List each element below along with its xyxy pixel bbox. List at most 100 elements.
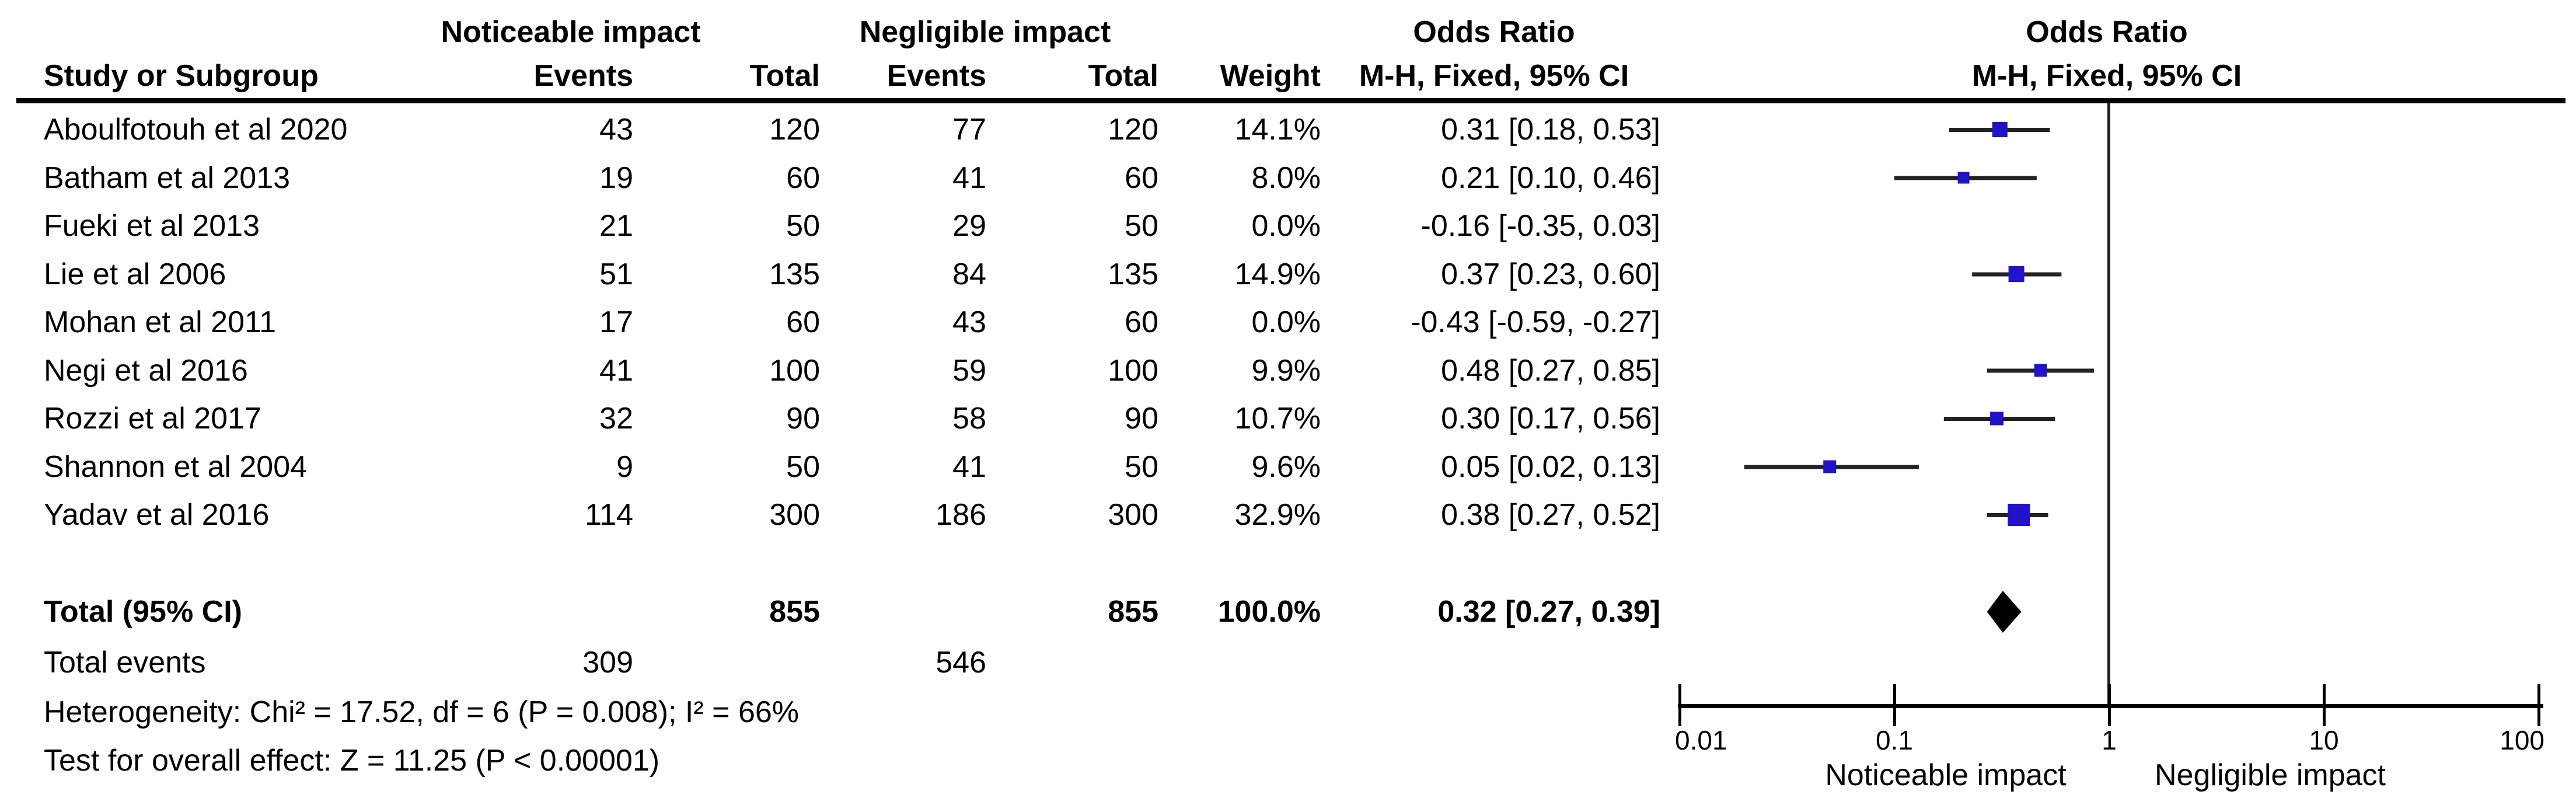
study-marker xyxy=(1823,460,1837,473)
total-row-or-ci: 0.32 [0.27, 0.39] xyxy=(1437,595,1660,629)
or-ci-cell: 0.05 [0.02, 0.13] xyxy=(1441,449,1660,484)
axis-tick-label: 0.01 xyxy=(1675,725,1727,755)
total2-cell: 50 xyxy=(1125,209,1158,243)
total1-column-header: Total xyxy=(749,59,820,93)
axis-tick xyxy=(2537,684,2540,726)
events2-cell: 41 xyxy=(952,161,986,195)
events1-cell: 41 xyxy=(599,353,633,388)
total2-cell: 135 xyxy=(1108,257,1158,291)
events2-cell: 84 xyxy=(952,257,986,291)
total1-cell: 90 xyxy=(786,402,820,435)
study-name: Mohan et al 2011 xyxy=(44,305,276,339)
no-effect-line xyxy=(2107,103,2110,706)
or-ci-cell: 0.30 [0.17, 0.56] xyxy=(1441,402,1660,435)
or-column-title: Odds Ratio xyxy=(1413,15,1575,49)
axis-tick-label: 0.1 xyxy=(1876,725,1913,755)
events1-column-header: Events xyxy=(533,59,633,93)
total2-cell: 60 xyxy=(1125,161,1158,195)
events1-cell: 114 xyxy=(585,498,633,532)
events2-cell: 186 xyxy=(936,498,986,532)
total-events-events1: 309 xyxy=(582,646,633,679)
overall-effect-text: Test for overall effect: Z = 11.25 (P < … xyxy=(44,744,660,778)
total2-cell: 60 xyxy=(1125,305,1158,339)
weight-column-header: Weight xyxy=(1220,59,1321,93)
events1-cell: 19 xyxy=(599,161,633,195)
weight-cell: 32.9% xyxy=(1234,498,1321,532)
or-ci-cell: 0.21 [0.10, 0.46] xyxy=(1441,161,1660,195)
total-events-events2: 546 xyxy=(936,646,986,679)
events2-cell: 77 xyxy=(952,113,986,147)
study-name: Fueki et al 2013 xyxy=(44,209,260,243)
study-marker xyxy=(1990,412,2004,426)
total1-cell: 135 xyxy=(769,257,820,291)
heterogeneity-text: Heterogeneity: Chi² = 17.52, df = 6 (P =… xyxy=(44,695,800,729)
or-ci-cell: -0.43 [-0.59, -0.27] xyxy=(1411,305,1660,339)
total2-column-header: Total xyxy=(1088,59,1158,93)
axis-right-label: Negligible impact xyxy=(2155,758,2386,792)
events2-cell: 41 xyxy=(952,449,986,484)
study-column-header: Study or Subgroup xyxy=(44,59,319,93)
total2-cell: 50 xyxy=(1125,449,1158,484)
study-name: Shannon et al 2004 xyxy=(44,449,308,484)
or-ci-cell: 0.31 [0.18, 0.53] xyxy=(1441,113,1660,147)
total-events-label: Total events xyxy=(44,646,206,679)
events1-cell: 51 xyxy=(599,257,633,291)
total1-cell: 60 xyxy=(786,305,820,339)
weight-cell: 14.9% xyxy=(1234,257,1321,291)
weight-cell: 9.9% xyxy=(1251,353,1321,388)
axis-tick xyxy=(2323,684,2326,726)
plot-method-header: M-H, Fixed, 95% CI xyxy=(1971,59,2242,93)
study-marker xyxy=(2008,266,2025,282)
events1-cell: 17 xyxy=(599,305,633,339)
events2-column-header: Events xyxy=(886,59,986,93)
events1-cell: 9 xyxy=(616,449,633,484)
events2-cell: 43 xyxy=(952,305,986,339)
total1-cell: 300 xyxy=(769,498,820,532)
axis-left-label: Noticeable impact xyxy=(1825,758,2067,792)
total2-cell: 120 xyxy=(1108,113,1158,147)
axis-tick xyxy=(1893,684,1896,726)
or-ci-cell: -0.16 [-0.35, 0.03] xyxy=(1420,209,1661,243)
events2-cell: 59 xyxy=(952,353,986,388)
weight-cell: 10.7% xyxy=(1234,402,1321,435)
total2-cell: 300 xyxy=(1108,498,1158,532)
weight-cell: 8.0% xyxy=(1251,161,1321,195)
total-row-label: Total (95% CI) xyxy=(44,595,242,629)
total-row-weight: 100.0% xyxy=(1217,595,1321,629)
group-header-noticeable: Noticeable impact xyxy=(441,15,701,49)
study-name: Negi et al 2016 xyxy=(44,353,248,388)
or-ci-cell: 0.38 [0.27, 0.52] xyxy=(1441,498,1660,532)
axis-tick xyxy=(2108,684,2111,726)
study-name: Batham et al 2013 xyxy=(44,161,291,195)
axis-tick-label: 1 xyxy=(2102,725,2117,755)
study-marker xyxy=(1957,172,1970,184)
weight-cell: 14.1% xyxy=(1234,113,1321,147)
axis-tick-label: 10 xyxy=(2309,725,2339,755)
study-marker xyxy=(1992,122,2008,137)
group-header-negligible: Negligible impact xyxy=(859,15,1111,49)
total2-cell: 90 xyxy=(1125,402,1158,435)
total1-cell: 50 xyxy=(786,449,820,484)
study-name: Yadav et al 2016 xyxy=(44,498,270,532)
weight-cell: 0.0% xyxy=(1251,209,1321,243)
header-rule xyxy=(16,98,2565,103)
total1-cell: 60 xyxy=(786,161,820,195)
summary-diamond xyxy=(1987,591,2022,633)
total-row-total1: 855 xyxy=(769,595,820,629)
events2-cell: 58 xyxy=(952,402,986,435)
or-method-header: M-H, Fixed, 95% CI xyxy=(1359,59,1629,93)
total1-cell: 100 xyxy=(769,353,820,388)
total1-cell: 120 xyxy=(769,113,820,147)
total2-cell: 100 xyxy=(1108,353,1158,388)
study-name: Rozzi et al 2017 xyxy=(44,402,261,435)
weight-cell: 9.6% xyxy=(1251,449,1321,484)
total1-cell: 50 xyxy=(786,209,820,243)
study-name: Lie et al 2006 xyxy=(44,257,226,291)
weight-cell: 0.0% xyxy=(1251,305,1321,339)
or-ci-cell: 0.37 [0.23, 0.60] xyxy=(1441,257,1660,291)
events1-cell: 43 xyxy=(599,113,633,147)
events2-cell: 29 xyxy=(952,209,986,243)
study-name: Aboulfotouh et al 2020 xyxy=(44,113,348,147)
study-marker xyxy=(2008,504,2030,526)
